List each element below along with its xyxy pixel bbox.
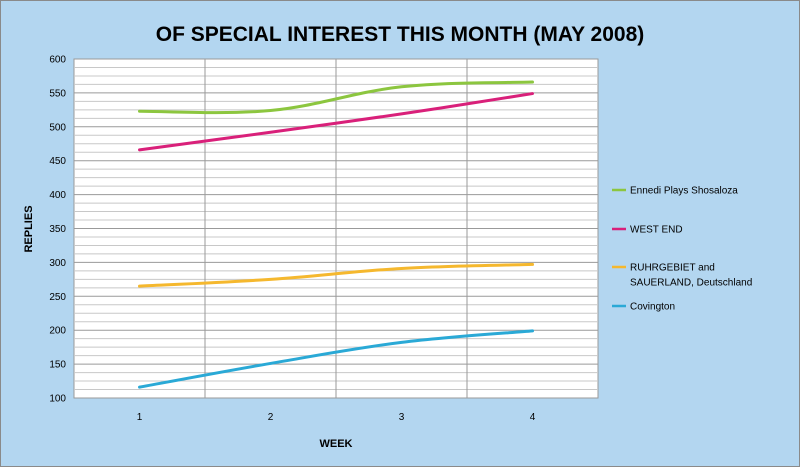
y-tick-label: 150	[49, 360, 66, 371]
legend-label: RUHRGEBIET and SAUERLAND, Deutschland	[630, 263, 752, 289]
y-tick-label: 300	[49, 258, 66, 269]
y-tick-label: 100	[49, 394, 66, 405]
series-line	[138, 262, 534, 288]
y-tick-label: 200	[49, 326, 66, 337]
x-tick-label: 4	[530, 412, 536, 423]
y-axis-label: REPLIES	[23, 205, 35, 252]
series-line	[138, 92, 534, 152]
y-tick-label: 450	[49, 156, 66, 167]
y-tick-label: 600	[49, 55, 66, 66]
gridlines	[74, 58, 598, 399]
legend-label: WEST END	[630, 225, 683, 236]
series-line	[138, 80, 534, 115]
series-lines	[138, 80, 534, 389]
x-axis-tick-labels: 1 2 3 4	[137, 412, 536, 423]
y-tick-label: 500	[49, 122, 66, 133]
legend-label: Covington	[630, 302, 675, 313]
y-axis-tick-labels: 100 150 200 250 300 350 400 450 500 550 600	[49, 55, 66, 405]
series-line	[138, 329, 534, 389]
x-axis-label: WEEK	[320, 438, 353, 450]
x-tick-label: 3	[399, 412, 405, 423]
legend-label: Ennedi Plays Shosaloza	[630, 186, 738, 197]
legend: Ennedi Plays Shosaloza WEST END RUHRGEBIET…	[612, 186, 752, 313]
y-tick-label: 550	[49, 88, 66, 99]
chart-title: OF SPECIAL INTEREST THIS MONTH (MAY 2008…	[156, 23, 645, 46]
x-tick-label: 1	[137, 412, 143, 423]
x-tick-label: 2	[268, 412, 274, 423]
y-tick-label: 400	[49, 190, 66, 201]
y-tick-label: 250	[49, 292, 66, 303]
y-tick-label: 350	[49, 224, 66, 235]
